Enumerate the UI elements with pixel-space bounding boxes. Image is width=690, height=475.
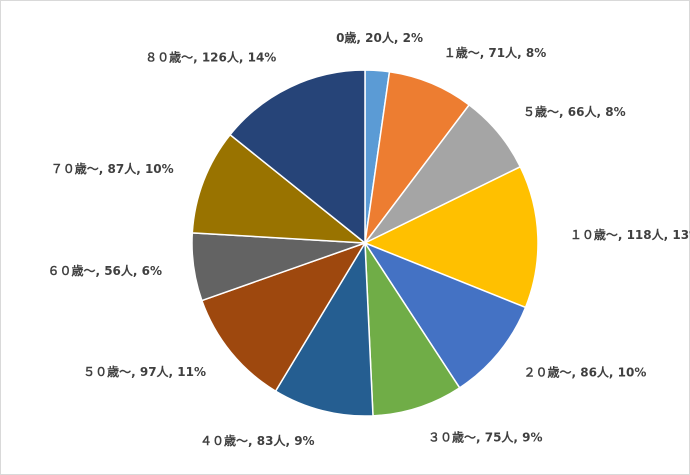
data-label: １０歳～, 118人, 13% [570, 227, 690, 242]
pie-slice [364, 240, 461, 417]
data-label: 0歳, 20人, 2% [336, 30, 423, 45]
data-label: ４０歳～, 83人, 9% [200, 433, 315, 448]
data-label: ５０歳～, 97人, 11% [83, 364, 206, 379]
pie-slice [229, 69, 366, 245]
data-label: ５歳～, 66人, 8% [523, 104, 626, 119]
data-label: ６０歳～, 56人, 6% [47, 263, 162, 278]
pie-slice [191, 133, 368, 244]
pie-slice [274, 240, 374, 417]
pie-slice [363, 241, 527, 389]
data-label: ８０歳～, 126人, 14% [145, 50, 276, 65]
data-label: ３０歳～, 75人, 9% [428, 430, 543, 445]
pie-slice [363, 165, 539, 309]
pie-slice [200, 241, 367, 393]
data-label: ２０歳～, 86人, 10% [524, 364, 647, 379]
data-label: ７０歳～, 87人, 10% [51, 161, 174, 176]
data-label: １歳～, 71人, 8% [444, 45, 547, 60]
